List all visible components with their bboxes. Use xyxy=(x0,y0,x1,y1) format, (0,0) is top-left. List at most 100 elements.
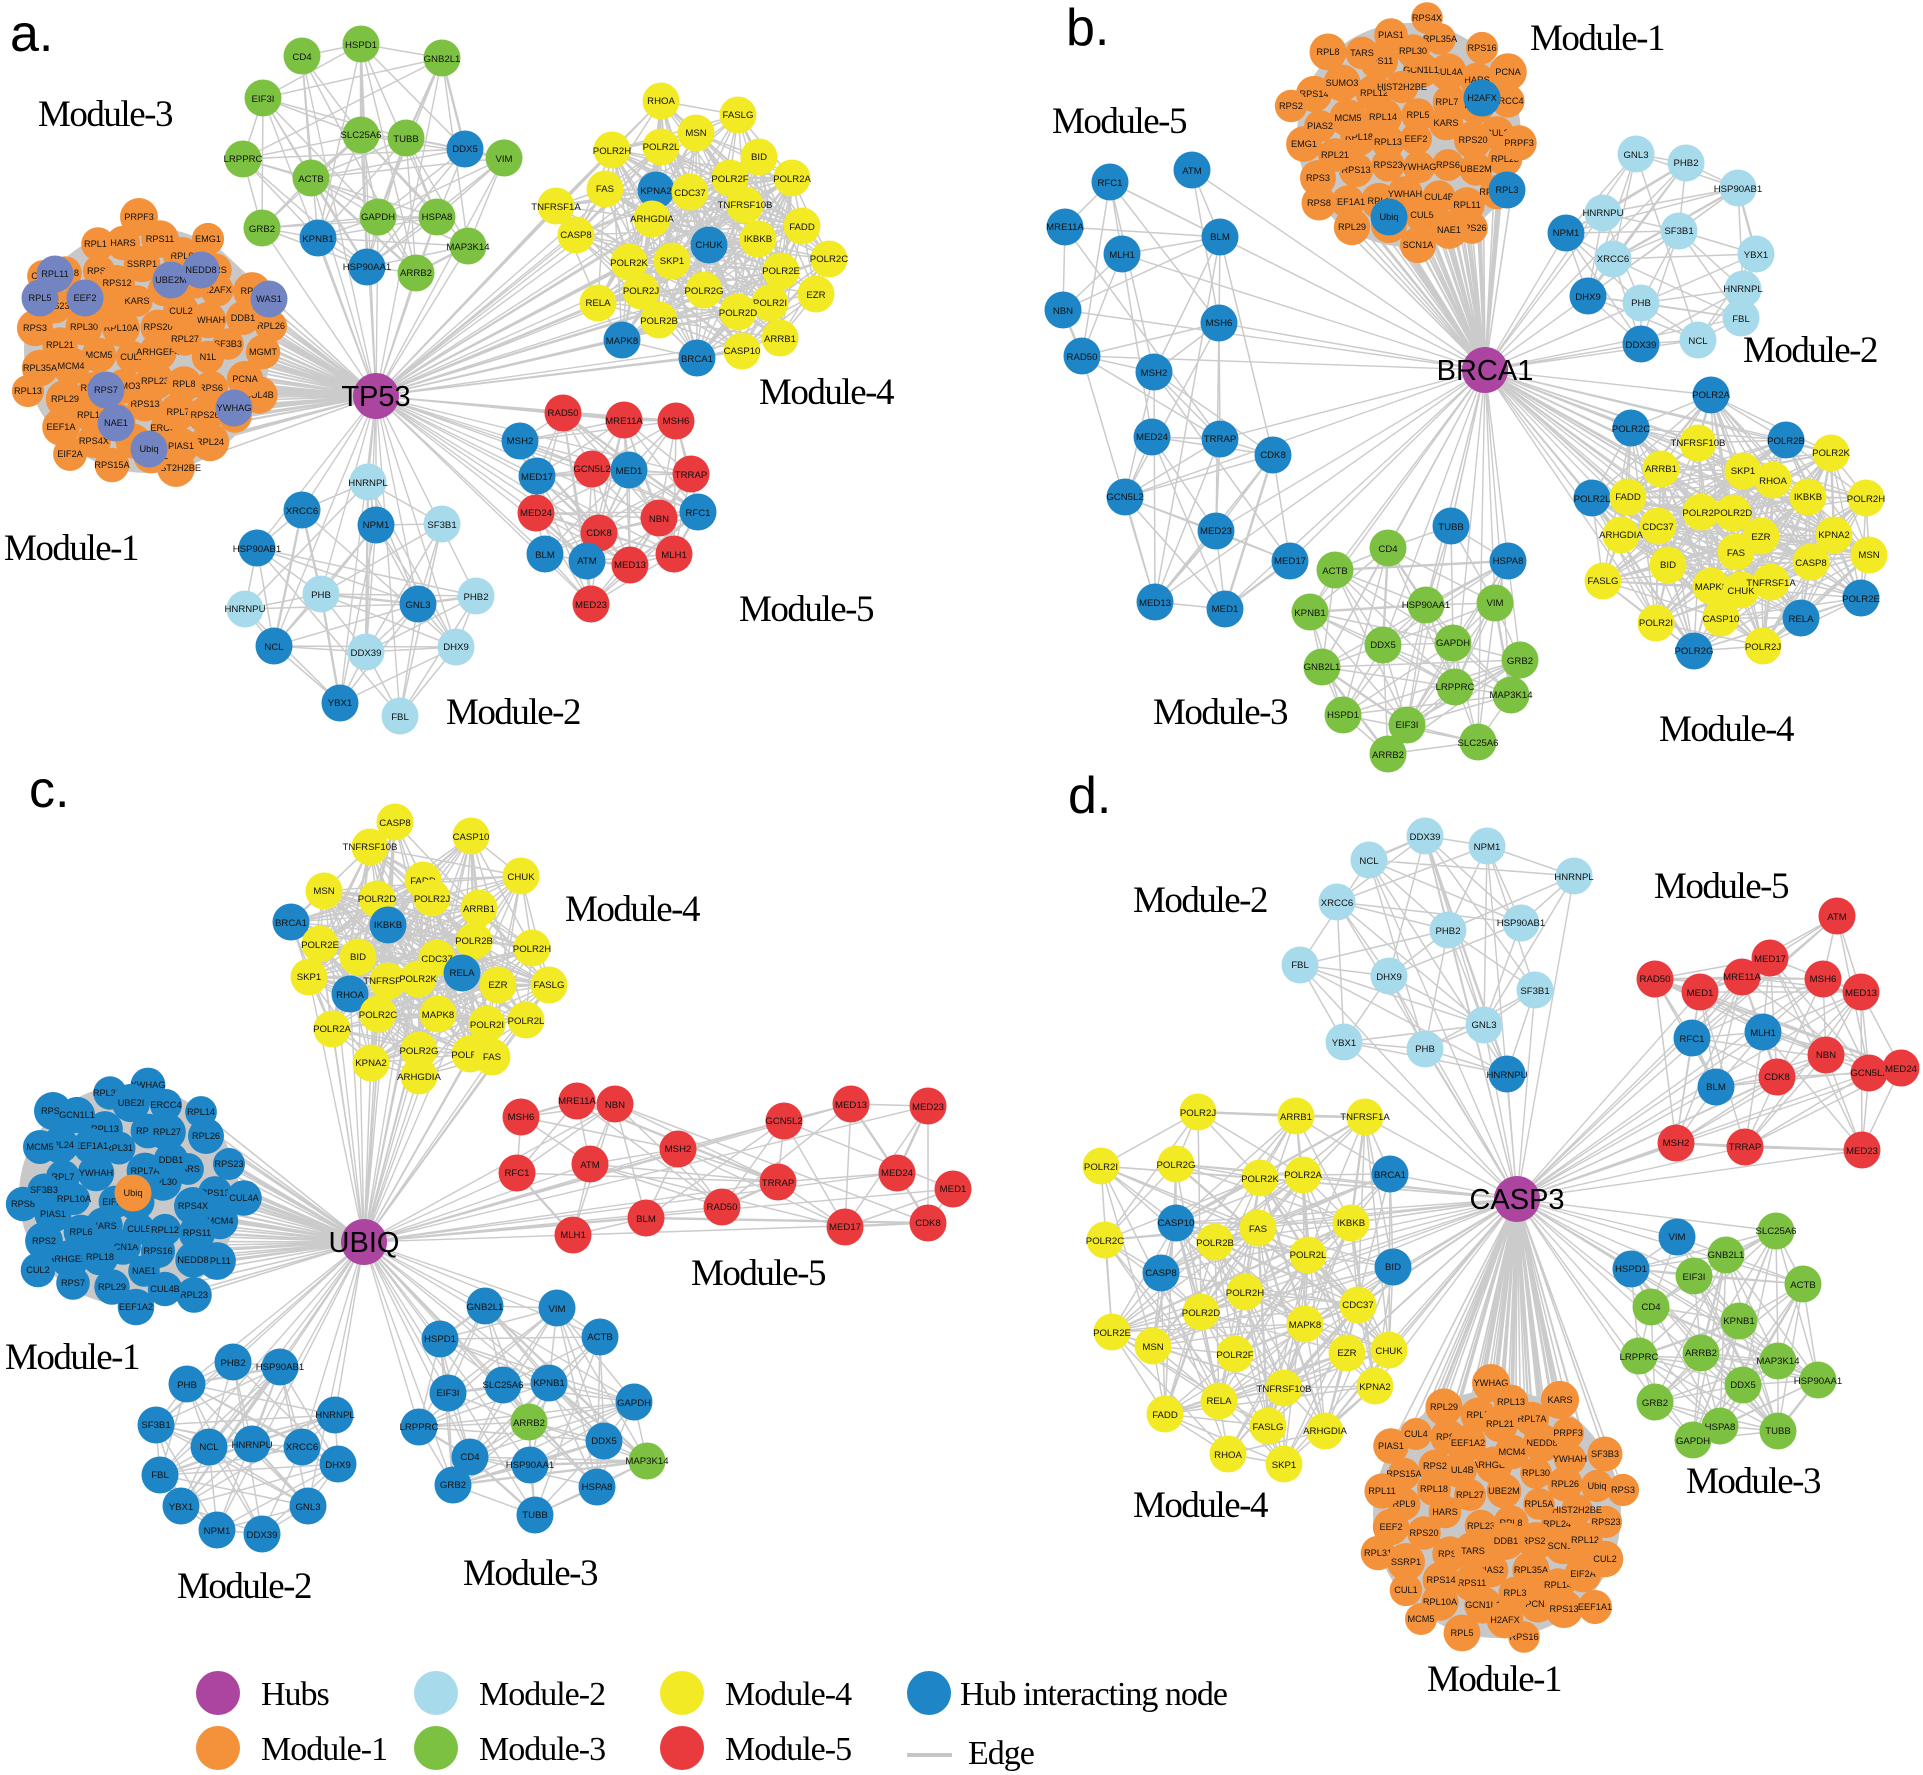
svg-text:RPS20: RPS20 xyxy=(1409,1528,1438,1538)
svg-text:HSPA8: HSPA8 xyxy=(1493,556,1524,567)
svg-text:MED17: MED17 xyxy=(829,1222,861,1233)
svg-text:MAP3K14: MAP3K14 xyxy=(1489,690,1533,701)
svg-text:GRB2: GRB2 xyxy=(249,224,275,235)
svg-text:GCN5L2: GCN5L2 xyxy=(765,1116,802,1127)
svg-text:Module-4: Module-4 xyxy=(1133,1485,1268,1526)
svg-text:ACTB: ACTB xyxy=(298,174,324,185)
svg-text:HSPD1: HSPD1 xyxy=(424,1334,456,1345)
svg-text:CHUK: CHUK xyxy=(1375,1346,1403,1357)
svg-text:TARS: TARS xyxy=(1461,1546,1485,1556)
svg-text:YWHAH: YWHAH xyxy=(1553,1454,1587,1464)
svg-text:YWHAG: YWHAG xyxy=(131,1080,166,1090)
svg-text:EEF1A2: EEF1A2 xyxy=(119,1302,153,1312)
svg-text:HSP90AB1: HSP90AB1 xyxy=(1497,918,1546,929)
svg-text:DDX39: DDX39 xyxy=(247,1530,278,1541)
svg-text:NBN: NBN xyxy=(1816,1050,1836,1061)
svg-text:POLR2F: POLR2F xyxy=(711,174,748,185)
svg-text:PIAS2: PIAS2 xyxy=(1307,121,1333,131)
svg-text:HSP90AA1: HSP90AA1 xyxy=(343,262,392,273)
svg-text:HNRNPL: HNRNPL xyxy=(1554,872,1594,883)
svg-text:CHUK: CHUK xyxy=(507,872,535,883)
svg-text:CDK8: CDK8 xyxy=(1764,1072,1790,1083)
svg-text:POLR2K: POLR2K xyxy=(1812,448,1850,459)
svg-text:CASP10: CASP10 xyxy=(453,832,490,843)
svg-text:DDX5: DDX5 xyxy=(1370,640,1396,651)
svg-text:VIM: VIM xyxy=(1668,1232,1685,1243)
svg-text:POLR2C: POLR2C xyxy=(810,254,848,265)
svg-text:RPL14: RPL14 xyxy=(187,1107,215,1117)
svg-text:EEF1A1: EEF1A1 xyxy=(1578,1602,1612,1612)
svg-text:MED23: MED23 xyxy=(912,1102,944,1113)
svg-text:HSPD1: HSPD1 xyxy=(345,40,377,51)
svg-text:FASLG: FASLG xyxy=(1588,576,1619,587)
svg-text:RPL7: RPL7 xyxy=(167,407,190,417)
svg-text:BLM: BLM xyxy=(636,1214,656,1225)
svg-text:BRCA1: BRCA1 xyxy=(1374,1170,1406,1181)
svg-text:MAPK8: MAPK8 xyxy=(422,1010,455,1021)
svg-text:POLR2J: POLR2J xyxy=(1745,642,1781,653)
svg-text:MED23: MED23 xyxy=(1846,1146,1878,1157)
svg-text:RHOA: RHOA xyxy=(1759,476,1787,487)
svg-text:Ubiq: Ubiq xyxy=(140,444,159,454)
svg-text:IKBKB: IKBKB xyxy=(744,234,772,245)
svg-text:RPL12: RPL12 xyxy=(1571,1535,1599,1545)
svg-text:YWHAH: YWHAH xyxy=(1388,189,1422,199)
svg-text:RPS7: RPS7 xyxy=(94,385,118,395)
svg-text:CD4: CD4 xyxy=(460,1452,480,1463)
svg-text:RPS6: RPS6 xyxy=(1436,160,1460,170)
svg-text:CD4: CD4 xyxy=(292,52,312,63)
svg-text:GCN1L1: GCN1L1 xyxy=(1403,65,1439,75)
svg-text:RPS4X: RPS4X xyxy=(1412,13,1442,23)
svg-text:FAS: FAS xyxy=(596,184,614,195)
svg-text:ATM: ATM xyxy=(1182,166,1202,177)
svg-text:POLR2I: POLR2I xyxy=(470,1020,504,1031)
svg-text:HNRNPL: HNRNPL xyxy=(348,478,388,489)
svg-text:POLR2C: POLR2C xyxy=(1086,1236,1124,1247)
svg-text:TRRAP: TRRAP xyxy=(762,1178,795,1189)
svg-text:MSH6: MSH6 xyxy=(663,416,690,427)
svg-text:YWHAH: YWHAH xyxy=(79,1168,113,1178)
svg-text:RPS2: RPS2 xyxy=(87,266,111,276)
svg-text:N1L: N1L xyxy=(200,352,217,362)
svg-text:UBE2M: UBE2M xyxy=(1488,1486,1520,1496)
svg-text:Module-1: Module-1 xyxy=(4,528,138,569)
svg-text:RPL35A: RPL35A xyxy=(1423,34,1458,44)
svg-text:EZR: EZR xyxy=(1337,1348,1356,1359)
svg-text:SF3B1: SF3B1 xyxy=(1664,226,1693,237)
svg-text:RPS15A: RPS15A xyxy=(94,460,130,470)
svg-text:MAPK8: MAPK8 xyxy=(606,336,639,347)
svg-text:RPL8: RPL8 xyxy=(1317,47,1340,57)
svg-text:RPL14: RPL14 xyxy=(1369,112,1397,122)
svg-text:c.: c. xyxy=(29,761,69,819)
svg-text:WAS1: WAS1 xyxy=(256,294,282,304)
svg-text:ERCC4: ERCC4 xyxy=(150,1100,181,1110)
svg-text:GCN1L1: GCN1L1 xyxy=(59,1110,95,1120)
svg-text:RPL23: RPL23 xyxy=(1491,154,1519,164)
svg-text:TP53: TP53 xyxy=(341,381,410,413)
svg-text:RPS8: RPS8 xyxy=(1307,198,1331,208)
svg-text:RPL6: RPL6 xyxy=(171,251,194,261)
svg-text:MED1: MED1 xyxy=(940,1184,967,1195)
svg-text:SLC25A6: SLC25A6 xyxy=(482,1380,523,1391)
svg-text:SUMO3: SUMO3 xyxy=(1326,78,1359,88)
svg-text:TARS: TARS xyxy=(1350,48,1374,58)
svg-text:NEDD8: NEDD8 xyxy=(1526,1438,1557,1448)
svg-text:MSH6: MSH6 xyxy=(508,1112,535,1123)
svg-text:GRB2: GRB2 xyxy=(1642,1398,1668,1409)
svg-text:RPL9: RPL9 xyxy=(1393,1499,1416,1509)
svg-text:POLR2J: POLR2J xyxy=(414,894,450,905)
svg-text:MAP3K14: MAP3K14 xyxy=(446,242,490,253)
svg-text:RPL7A: RPL7A xyxy=(1435,97,1465,107)
svg-text:RPS13: RPS13 xyxy=(1341,165,1370,175)
svg-text:HSPD1: HSPD1 xyxy=(1615,1264,1647,1275)
svg-text:RPL26: RPL26 xyxy=(192,1131,220,1141)
svg-text:RPS12: RPS12 xyxy=(102,278,131,288)
svg-text:CUL1: CUL1 xyxy=(1394,1585,1418,1595)
svg-text:MED23: MED23 xyxy=(1200,526,1232,537)
svg-text:SF3B3: SF3B3 xyxy=(1591,1449,1619,1459)
svg-text:UBE2I: UBE2I xyxy=(118,1098,145,1108)
svg-text:CASP3: CASP3 xyxy=(1469,1184,1564,1216)
svg-text:MCM5: MCM5 xyxy=(1334,113,1361,123)
svg-text:KPNA2: KPNA2 xyxy=(640,186,671,197)
svg-text:NCL: NCL xyxy=(199,1442,219,1453)
